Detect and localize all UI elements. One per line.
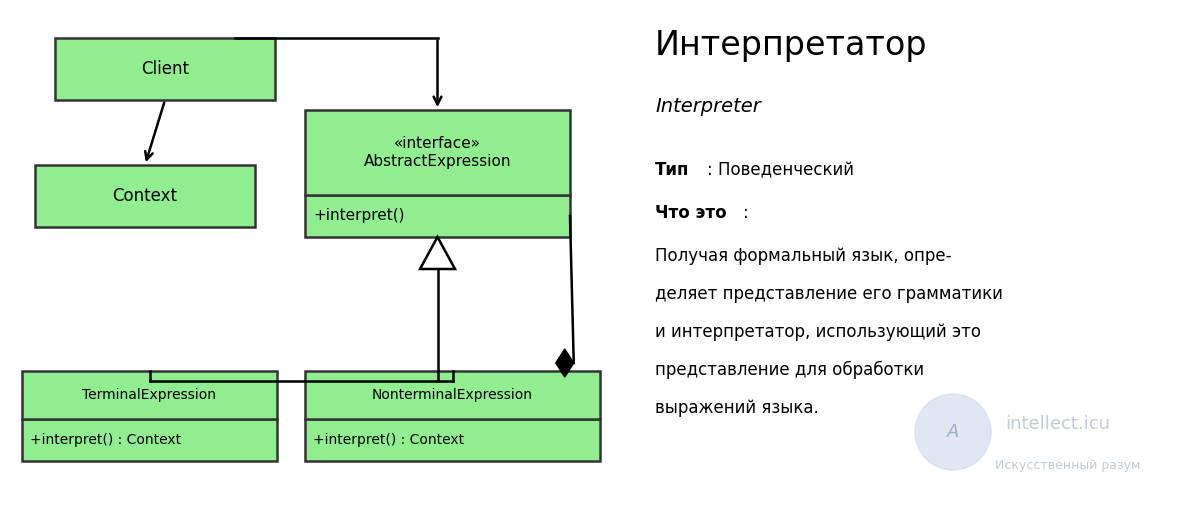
Text: NonterminalExpression: NonterminalExpression <box>372 388 533 402</box>
Text: Тип: Тип <box>654 161 689 179</box>
Text: : Поведенческий: : Поведенческий <box>707 161 854 179</box>
Bar <box>55 38 275 100</box>
Text: выражений языка.: выражений языка. <box>654 399 819 417</box>
Text: и интерпретатор, использующий это: и интерпретатор, использующий это <box>654 323 980 341</box>
Bar <box>22 371 277 419</box>
Bar <box>306 195 570 237</box>
Bar <box>22 419 277 461</box>
Text: Client: Client <box>141 60 189 78</box>
Text: A: A <box>947 423 959 441</box>
Bar <box>35 165 255 227</box>
Circle shape <box>915 394 991 470</box>
Text: «interface»
AbstractExpression: «interface» AbstractExpression <box>363 136 511 168</box>
Bar <box>306 110 570 195</box>
Text: +interpret() : Context: +interpret() : Context <box>30 433 182 447</box>
Bar <box>306 371 600 419</box>
Text: Искусственный разум: Искусственный разум <box>995 459 1140 472</box>
Text: деляет представление его грамматики: деляет представление его грамматики <box>654 285 1003 303</box>
Text: :: : <box>743 204 748 222</box>
Polygon shape <box>556 349 574 377</box>
Text: intellect.icu: intellect.icu <box>1005 415 1110 433</box>
Text: +interpret(): +interpret() <box>313 209 404 223</box>
Bar <box>306 419 600 461</box>
Text: Интерпретатор: Интерпретатор <box>654 29 928 62</box>
Text: Получая формальный язык, опре-: Получая формальный язык, опре- <box>654 247 952 265</box>
Text: Что это: Что это <box>654 204 727 222</box>
Polygon shape <box>420 237 455 269</box>
Text: представление для обработки: представление для обработки <box>654 361 924 379</box>
Text: Interpreter: Interpreter <box>654 97 760 116</box>
Text: +interpret() : Context: +interpret() : Context <box>313 433 464 447</box>
Text: Context: Context <box>113 187 178 205</box>
Text: TerminalExpression: TerminalExpression <box>83 388 217 402</box>
